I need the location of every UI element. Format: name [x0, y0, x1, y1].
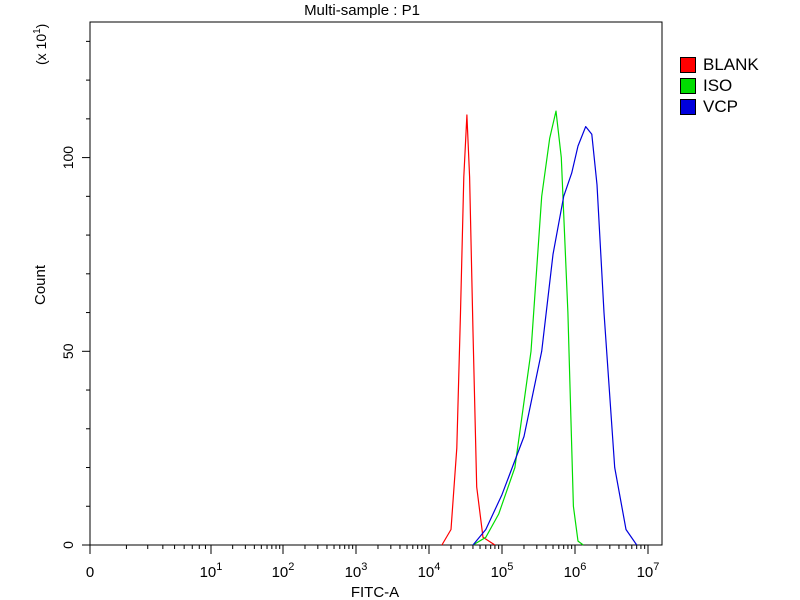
y-multiplier: (x 101)	[32, 24, 49, 65]
series-line-vcp	[472, 125, 638, 546]
y-axis: 0 50 100	[60, 40, 90, 549]
legend-swatch-vcp	[680, 98, 696, 115]
x-axis-label: FITC-A	[351, 584, 399, 600]
plot-border	[89, 21, 663, 546]
x-tick-label: 0	[86, 564, 94, 581]
x-tick-label: 101	[200, 561, 223, 581]
legend-item-blank: BLANK	[680, 54, 759, 75]
chart-title: Multi-sample : P1	[304, 2, 420, 19]
x-axis: 0 101 102 103 104 105 106 107	[86, 545, 660, 581]
x-tick-label: 107	[637, 561, 660, 581]
y-multiplier-base: (x 10	[33, 34, 49, 65]
x-tick-label: 102	[272, 561, 295, 581]
legend-item-iso: ISO	[680, 75, 759, 96]
series-line-blank	[441, 114, 496, 546]
x-tick-label: 104	[418, 561, 441, 581]
legend-label-vcp: VCP	[703, 96, 738, 116]
y-tick-label: 0	[60, 541, 76, 549]
y-multiplier-exp: 1	[32, 28, 43, 34]
x-tick-label: 106	[564, 561, 587, 581]
y-tick-label: 100	[60, 146, 76, 170]
plot-frame	[89, 21, 663, 546]
legend-label-blank: BLANK	[703, 54, 759, 74]
x-tick-label: 103	[345, 561, 368, 581]
x-tick-label: 105	[491, 561, 514, 581]
legend-swatch-blank	[680, 56, 696, 73]
legend: BLANK ISO VCP	[680, 54, 759, 117]
y-tick-label: 50	[60, 343, 76, 359]
legend-swatch-iso	[680, 77, 696, 94]
series-line-iso	[472, 110, 584, 546]
series-layer	[441, 110, 638, 546]
legend-label-iso: ISO	[703, 75, 733, 95]
legend-item-vcp: VCP	[680, 96, 759, 117]
y-multiplier-close: )	[33, 24, 49, 29]
svg-text:(x 101): (x 101)	[32, 24, 49, 65]
y-axis-label: Count	[32, 264, 49, 305]
